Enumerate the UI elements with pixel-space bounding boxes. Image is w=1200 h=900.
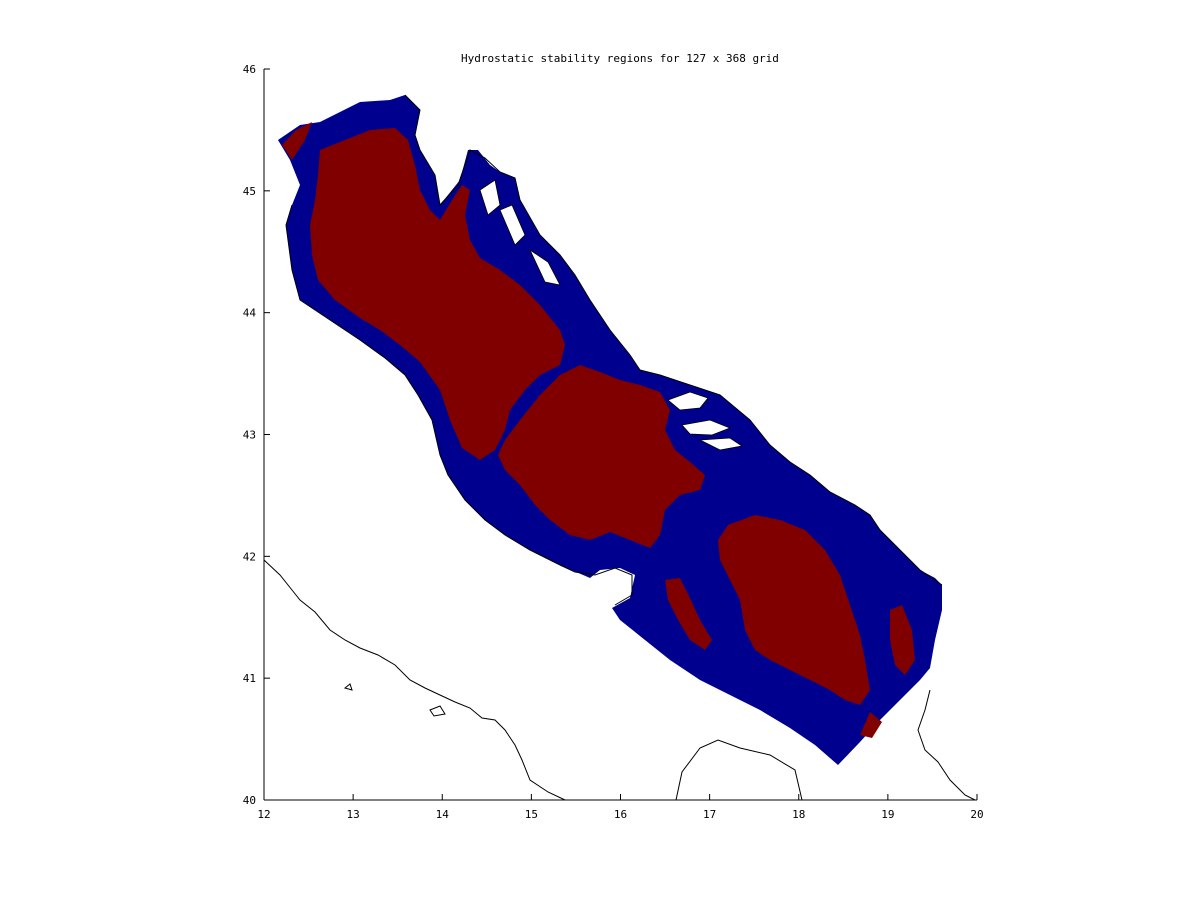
island-6 bbox=[529, 248, 561, 286]
y-tick-label: 42 bbox=[243, 550, 256, 563]
red-region-istria bbox=[282, 122, 312, 160]
y-tick-label: 45 bbox=[243, 185, 256, 198]
x-tick-label: 14 bbox=[436, 808, 450, 821]
island-4 bbox=[479, 179, 501, 216]
y-tick-label: 43 bbox=[243, 429, 256, 442]
coastline-italy-heel bbox=[675, 739, 803, 801]
island-ponza bbox=[343, 683, 353, 691]
island-5 bbox=[499, 204, 526, 246]
island-tremiti bbox=[429, 705, 446, 717]
x-tick-label: 18 bbox=[792, 808, 805, 821]
x-tick-label: 13 bbox=[347, 808, 360, 821]
x-tick-label: 20 bbox=[970, 808, 983, 821]
y-tick-label: 41 bbox=[243, 672, 256, 685]
coastline-italy bbox=[263, 559, 566, 801]
y-tick-label: 46 bbox=[243, 63, 256, 76]
x-tick-label: 19 bbox=[881, 808, 894, 821]
coastline-gargano bbox=[559, 564, 633, 606]
y-axis-ticks: 40 41 42 43 44 45 46 bbox=[243, 63, 270, 807]
y-tick-label: 44 bbox=[243, 307, 257, 320]
x-tick-label: 17 bbox=[703, 808, 716, 821]
red-region-south bbox=[718, 515, 870, 705]
island-3 bbox=[698, 437, 744, 451]
map-title: Hydrostatic stability regions for 127 x … bbox=[461, 52, 779, 65]
x-tick-label: 12 bbox=[257, 808, 270, 821]
x-tick-label: 15 bbox=[525, 808, 538, 821]
plot-area bbox=[263, 94, 976, 801]
red-region-southwest bbox=[665, 578, 712, 650]
island-2 bbox=[681, 419, 732, 436]
x-axis-ticks: 12 13 14 15 16 17 18 19 20 bbox=[257, 794, 984, 821]
y-tick-label: 40 bbox=[243, 794, 256, 807]
red-region-central bbox=[498, 365, 705, 548]
red-region-southeast bbox=[890, 605, 915, 675]
island-1 bbox=[667, 391, 709, 411]
x-tick-label: 16 bbox=[614, 808, 627, 821]
red-region-tip bbox=[860, 712, 882, 738]
coastline-west bbox=[285, 204, 561, 566]
coastline-albania bbox=[917, 689, 976, 801]
coastline-croatia bbox=[404, 94, 943, 586]
red-region-north bbox=[310, 128, 565, 460]
